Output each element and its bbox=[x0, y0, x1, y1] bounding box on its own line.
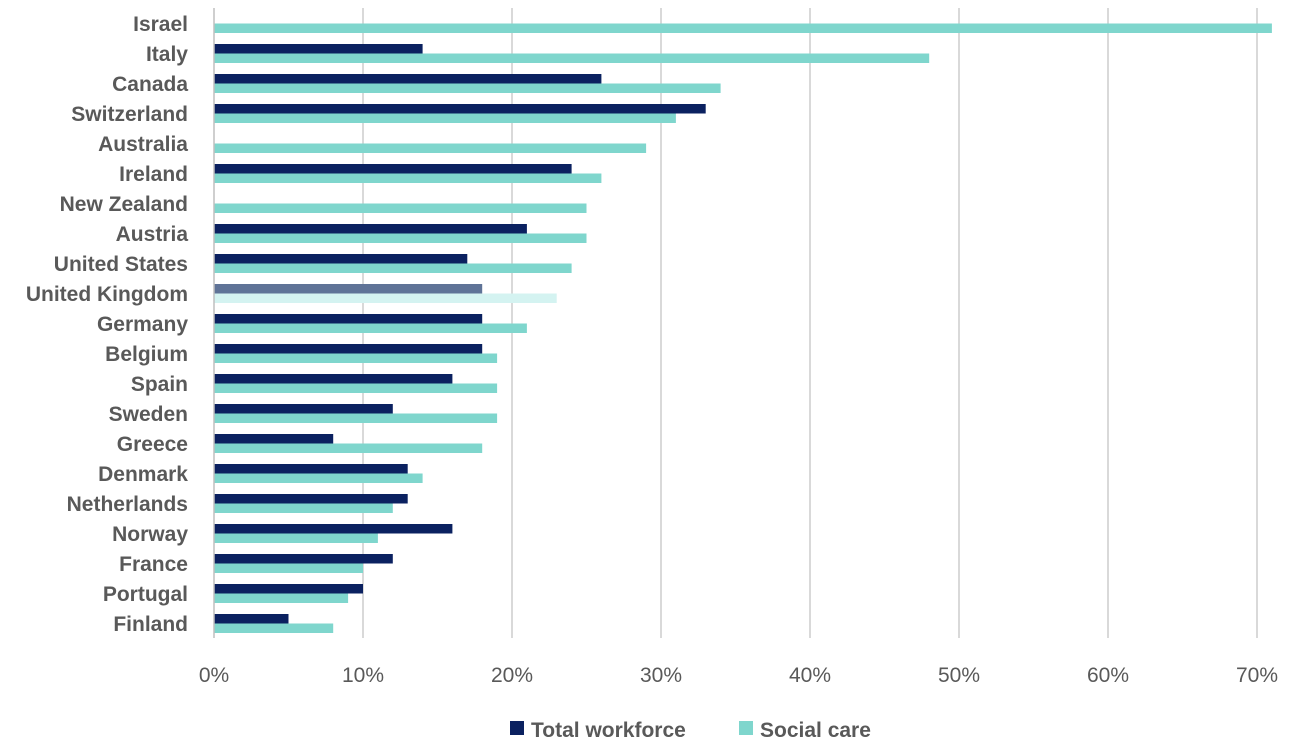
legend-label-total-workforce: Total workforce bbox=[531, 719, 686, 742]
bar-spain-social-care bbox=[214, 383, 498, 393]
bar-australia-social-care bbox=[214, 143, 647, 153]
category-label-denmark: Denmark bbox=[98, 463, 188, 486]
x-tick-label-50: 50% bbox=[938, 664, 980, 687]
category-label-italy: Italy bbox=[146, 43, 188, 66]
x-tick-label-70: 70% bbox=[1236, 664, 1278, 687]
bar-italy-social-care bbox=[214, 53, 930, 63]
category-label-greece: Greece bbox=[117, 433, 188, 456]
bar-france-social-care bbox=[214, 563, 363, 573]
bar-norway-social-care bbox=[214, 533, 378, 543]
legend-label-social-care: Social care bbox=[760, 719, 871, 742]
bar-denmark-social-care bbox=[214, 473, 423, 483]
x-tick-label-10: 10% bbox=[342, 664, 384, 687]
category-label-france: France bbox=[119, 553, 188, 576]
bar-united-kingdom-social-care bbox=[214, 293, 557, 303]
category-label-finland: Finland bbox=[113, 613, 188, 636]
bar-finland-social-care bbox=[214, 623, 334, 633]
category-label-belgium: Belgium bbox=[105, 343, 188, 366]
bars bbox=[214, 23, 1272, 633]
bar-finland-total-workforce bbox=[214, 614, 289, 624]
bar-sweden-social-care bbox=[214, 413, 498, 423]
bar-ireland-total-workforce bbox=[214, 164, 572, 174]
category-labels: Israel Italy Canada Switzerland Australia Ire… bbox=[26, 13, 188, 636]
x-tick-label-40: 40% bbox=[789, 664, 831, 687]
legend-swatch-social-care bbox=[739, 721, 753, 735]
category-label-canada: Canada bbox=[112, 73, 188, 96]
bar-greece-total-workforce bbox=[214, 434, 334, 444]
bar-denmark-total-workforce bbox=[214, 464, 408, 474]
x-tick-label-30: 30% bbox=[640, 664, 682, 687]
bar-greece-social-care bbox=[214, 443, 483, 453]
bar-united-kingdom-total-workforce bbox=[214, 284, 483, 294]
bar-netherlands-total-workforce bbox=[214, 494, 408, 504]
bar-austria-total-workforce bbox=[214, 224, 527, 234]
category-label-united-kingdom: United Kingdom bbox=[26, 283, 188, 306]
bar-austria-social-care bbox=[214, 233, 587, 243]
bar-germany-social-care bbox=[214, 323, 527, 333]
bar-italy-total-workforce bbox=[214, 44, 423, 54]
bar-new-zealand-social-care bbox=[214, 203, 587, 213]
bar-belgium-total-workforce bbox=[214, 344, 483, 354]
legend: Total workforce Social care bbox=[510, 719, 871, 742]
category-label-united-states: United States bbox=[54, 253, 188, 276]
category-label-new-zealand: New Zealand bbox=[60, 193, 188, 216]
bar-belgium-social-care bbox=[214, 353, 498, 363]
x-tick-label-0: 0% bbox=[199, 664, 229, 687]
category-label-switzerland: Switzerland bbox=[71, 103, 188, 126]
bar-ireland-social-care bbox=[214, 173, 602, 183]
bar-spain-total-workforce bbox=[214, 374, 453, 384]
category-label-norway: Norway bbox=[112, 523, 188, 546]
category-label-portugal: Portugal bbox=[103, 583, 188, 606]
category-label-ireland: Ireland bbox=[119, 163, 188, 186]
bar-switzerland-total-workforce bbox=[214, 104, 706, 114]
category-label-spain: Spain bbox=[131, 373, 188, 396]
x-tick-labels: 0% 10% 20% 30% 40% 50% 60% 70% bbox=[199, 664, 1278, 687]
bar-united-states-total-workforce bbox=[214, 254, 468, 264]
category-label-sweden: Sweden bbox=[109, 403, 188, 426]
category-label-germany: Germany bbox=[97, 313, 188, 336]
category-label-australia: Australia bbox=[98, 133, 188, 156]
x-tick-label-60: 60% bbox=[1087, 664, 1129, 687]
bar-germany-total-workforce bbox=[214, 314, 483, 324]
gridlines bbox=[362, 8, 1258, 638]
bar-canada-total-workforce bbox=[214, 74, 602, 84]
bar-netherlands-social-care bbox=[214, 503, 393, 513]
legend-swatch-total-workforce bbox=[510, 721, 524, 735]
bar-portugal-social-care bbox=[214, 593, 349, 603]
bar-switzerland-social-care bbox=[214, 113, 676, 123]
bar-norway-total-workforce bbox=[214, 524, 453, 534]
bar-canada-social-care bbox=[214, 83, 721, 93]
category-label-netherlands: Netherlands bbox=[67, 493, 188, 516]
bar-united-states-social-care bbox=[214, 263, 572, 273]
category-label-israel: Israel bbox=[133, 13, 188, 36]
bar-israel-social-care bbox=[214, 23, 1272, 33]
category-label-austria: Austria bbox=[116, 223, 189, 246]
bar-france-total-workforce bbox=[214, 554, 393, 564]
bar-sweden-total-workforce bbox=[214, 404, 393, 414]
bar-portugal-total-workforce bbox=[214, 584, 363, 594]
x-tick-label-20: 20% bbox=[491, 664, 533, 687]
